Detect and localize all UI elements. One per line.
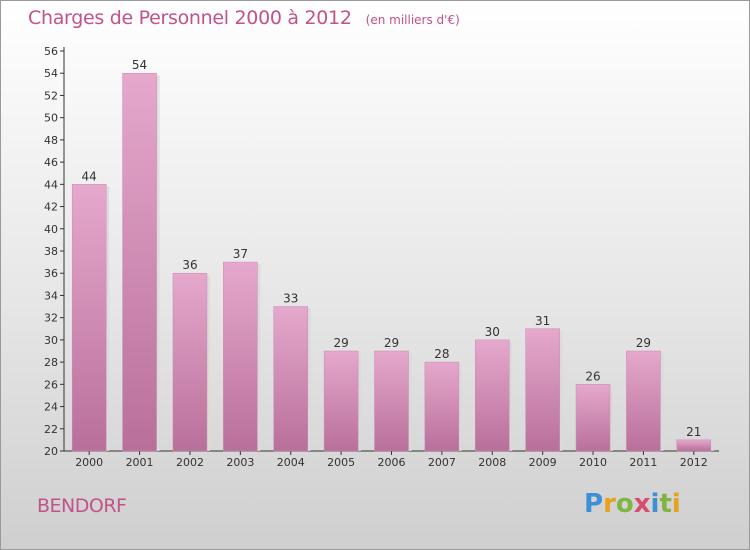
y-tick-label: 24 (44, 401, 58, 414)
logo-letter: r (603, 489, 616, 519)
bar (626, 350, 661, 452)
x-tick-label: 2006 (378, 456, 406, 469)
bar (71, 184, 107, 452)
bar-value-label: 31 (535, 314, 550, 328)
bar (525, 328, 560, 452)
bar (172, 272, 208, 452)
logo-letter: t (659, 489, 672, 519)
proxiti-logo[interactable]: Proxiti (584, 489, 681, 519)
bar-value-label: 29 (333, 336, 348, 350)
bar-value-label: 30 (485, 325, 500, 339)
y-tick-label: 20 (44, 445, 58, 458)
bar (323, 350, 359, 452)
logo-letter: i (671, 489, 681, 519)
x-tick-label: 2002 (176, 456, 204, 469)
bar (475, 339, 510, 452)
bar-value-label: 44 (82, 169, 97, 183)
bar (374, 350, 409, 452)
y-tick-label: 46 (44, 156, 58, 169)
x-tick-label: 2008 (478, 456, 506, 469)
y-tick-label: 38 (44, 245, 58, 258)
logo-letter: P (584, 489, 604, 519)
y-tick-label: 50 (44, 112, 58, 125)
bar-value-label: 28 (434, 347, 449, 361)
y-tick-label: 32 (44, 312, 58, 325)
y-tick-label: 40 (44, 223, 58, 236)
bar-value-label: 26 (585, 369, 600, 383)
bar-value-label: 36 (182, 258, 197, 272)
y-tick-label: 22 (44, 423, 58, 436)
bar-value-label: 29 (384, 336, 399, 350)
logo-letter: i (650, 489, 660, 519)
x-tick-label: 2007 (428, 456, 456, 469)
bar (223, 261, 258, 452)
bar (676, 439, 712, 452)
y-tick-label: 48 (44, 134, 58, 147)
logo-letter: x (633, 489, 651, 519)
x-tick-label: 2001 (126, 456, 154, 469)
x-tick-label: 2003 (226, 456, 254, 469)
chart-title: Charges de Personnel 2000 à 2012 (28, 7, 352, 29)
bar-value-label: 29 (636, 336, 651, 350)
y-tick-label: 44 (44, 178, 58, 191)
y-tick-label: 26 (44, 378, 58, 391)
x-tick-label: 2004 (277, 456, 305, 469)
bar-value-label: 54 (132, 58, 147, 72)
y-tick-label: 52 (44, 89, 58, 102)
y-tick-label: 30 (44, 334, 58, 347)
x-tick-label: 2000 (75, 456, 103, 469)
x-tick-label: 2010 (579, 456, 607, 469)
x-tick-label: 2009 (529, 456, 557, 469)
x-tick-label: 2011 (629, 456, 657, 469)
y-tick-label: 42 (44, 201, 58, 214)
logo-letter: o (615, 489, 634, 519)
bar-value-label: 37 (233, 247, 248, 261)
x-tick-label: 2005 (327, 456, 355, 469)
bar (424, 361, 460, 452)
x-tick-label: 2012 (680, 456, 708, 469)
commune-name: BENDORF (37, 495, 127, 517)
y-tick-label: 28 (44, 356, 58, 369)
title-row: Charges de Personnel 2000 à 2012 (en mill… (28, 7, 460, 29)
bar-value-label: 21 (686, 425, 701, 439)
y-tick-label: 34 (44, 289, 58, 302)
y-tick-label: 36 (44, 267, 58, 280)
chart-subtitle: (en milliers d'€) (365, 13, 460, 27)
bar (273, 306, 308, 452)
y-tick-label: 54 (44, 67, 58, 80)
bar (575, 384, 611, 452)
bar-value-label: 33 (283, 292, 298, 306)
bar (122, 72, 157, 452)
y-tick-label: 56 (44, 45, 58, 58)
